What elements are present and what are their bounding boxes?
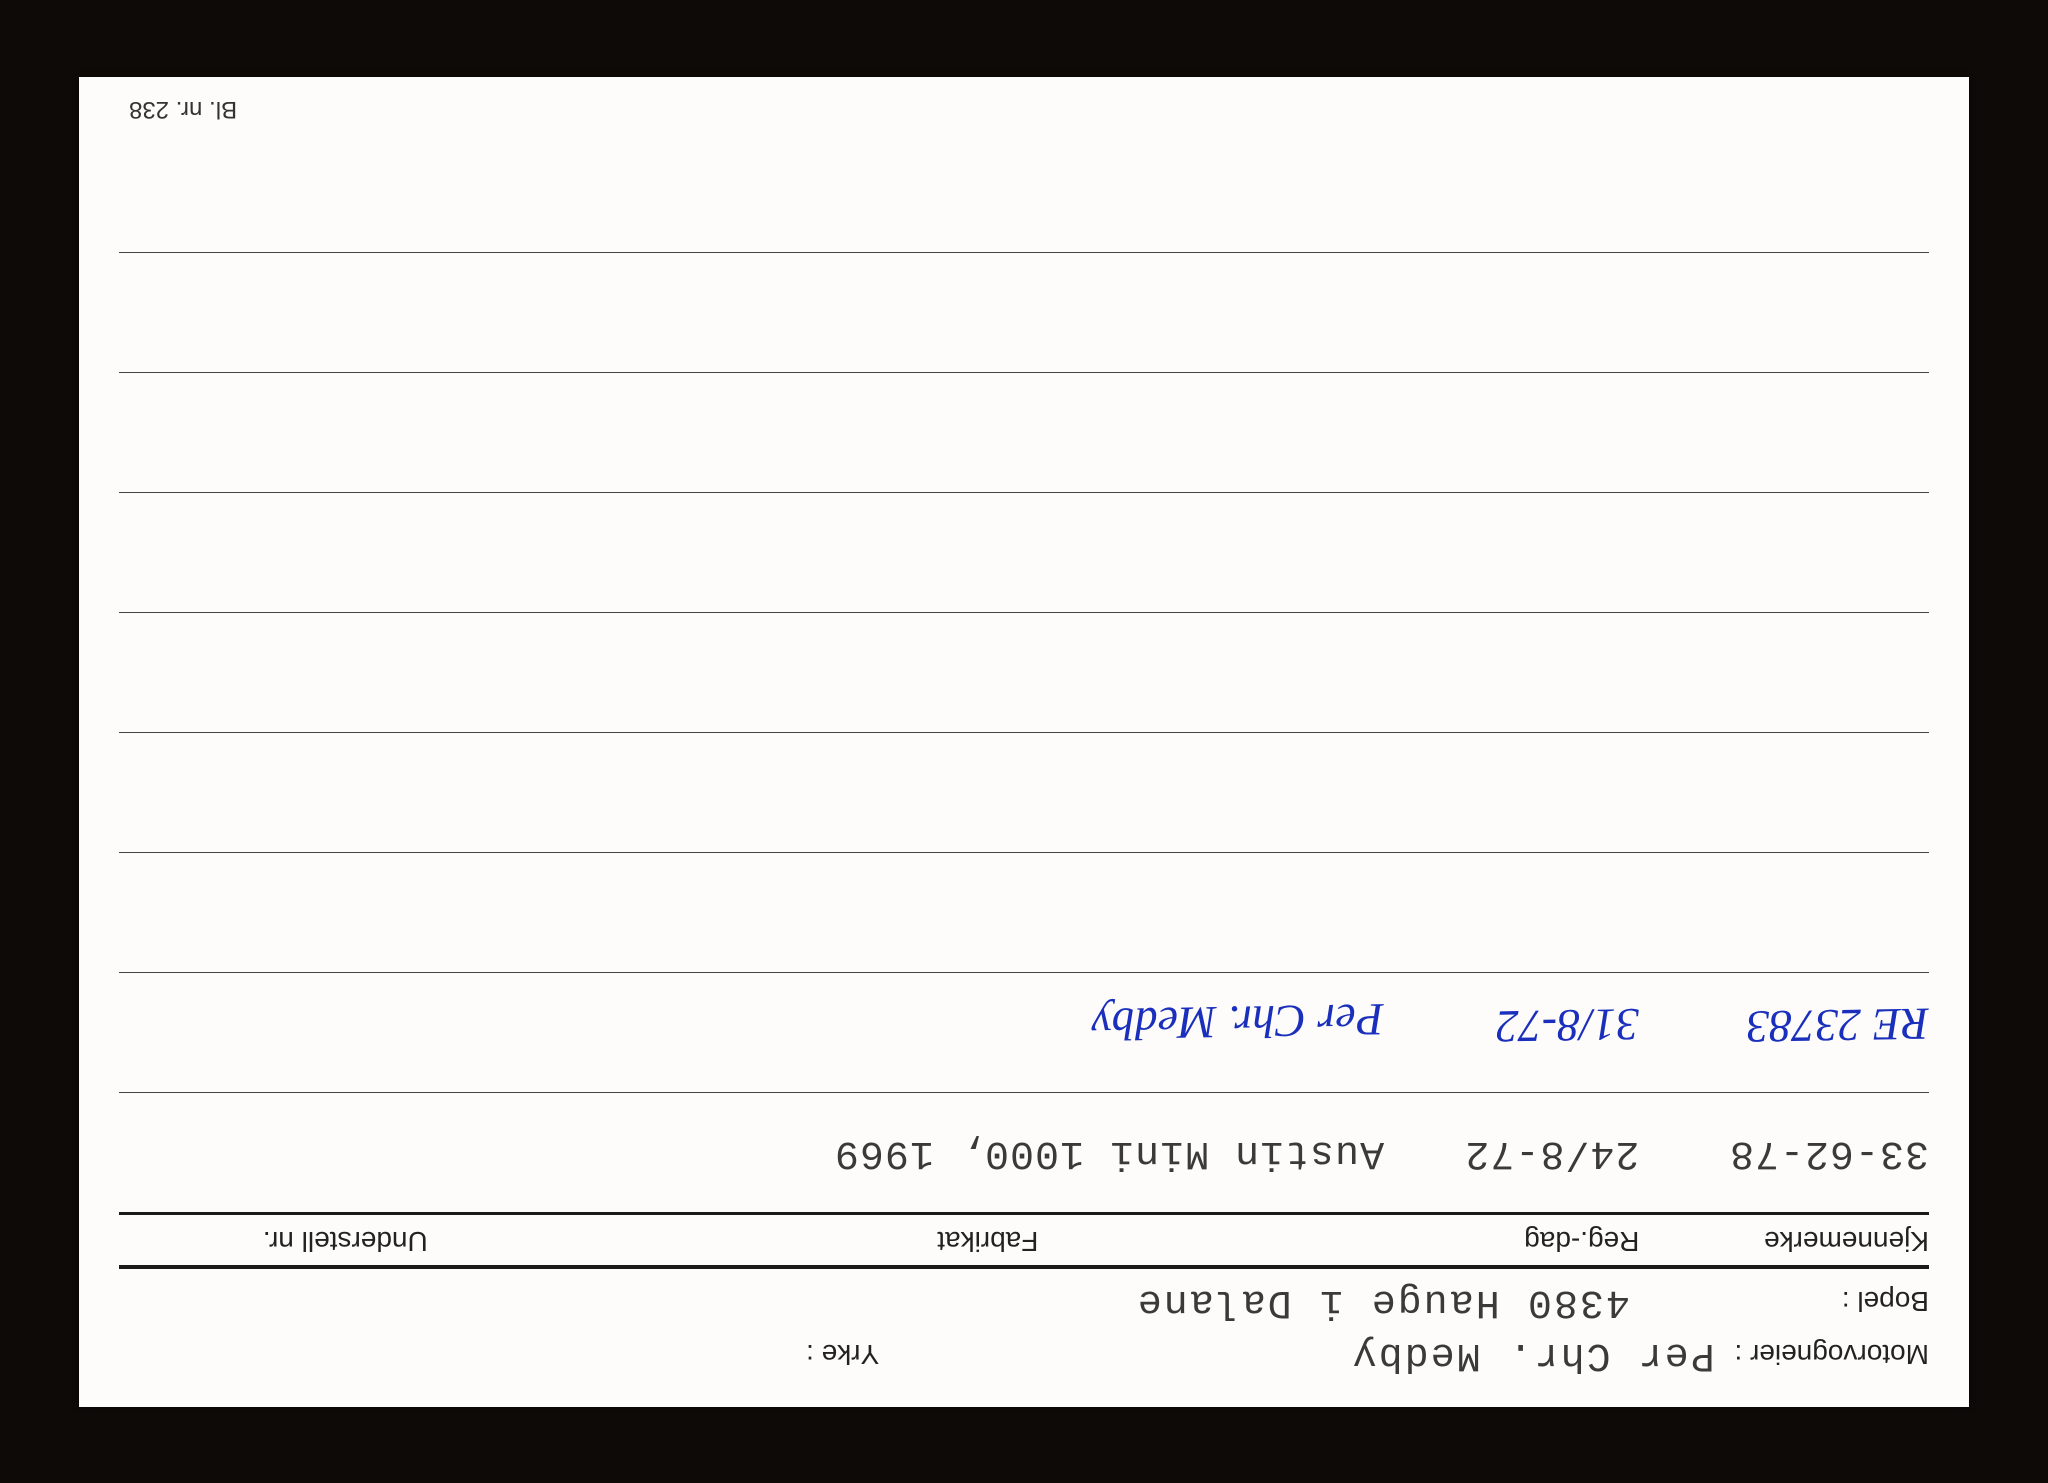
cell-kjennemerke: RE 23783 [1639,997,1929,1055]
table-row: 33-62-7824/8-72Austin Mini 1000, 1969 [119,1092,1929,1212]
table-row [119,612,1929,732]
col-regdag: Reg.-dag [1404,1225,1639,1257]
table-row [119,372,1929,492]
cell-fabrikat: Per Chr. Medby [571,992,1404,1060]
vehicle-table: Kjennemerke Reg.-dag Fabrikat Understell… [119,252,1929,1265]
cell-regdag: 31/8-72 [1404,997,1640,1054]
table-header: Kjennemerke Reg.-dag Fabrikat Understell… [119,1212,1929,1265]
divider-top [119,1265,1929,1269]
table-row [119,732,1929,852]
cell-understell [119,1022,571,1030]
yrke-label: Yrke : [806,1339,879,1370]
header-fields: Motorvogneier : Per Chr. Medby Yrke : Bo… [119,1279,1929,1377]
table-row [119,492,1929,612]
form-number: Bl. nr. 238 [129,95,237,123]
bopel-label: Bopel : [1842,1285,1929,1317]
table-row [119,852,1929,972]
motorvogneier-label: Motorvogneier : [1734,1339,1929,1370]
col-kjennemerke: Kjennemerke [1639,1225,1929,1257]
registration-card: Motorvogneier : Per Chr. Medby Yrke : Bo… [79,77,1969,1407]
bopel-value: 4380 Hauge i Dalane [1136,1279,1630,1324]
cell-kjennemerke: 33-62-78 [1639,1130,1929,1175]
table-row [119,252,1929,372]
owner-row: Motorvogneier : Per Chr. Medby Yrke : [119,1332,1929,1377]
cell-fabrikat: Austin Mini 1000, 1969 [572,1130,1405,1175]
bopel-row: Bopel : 4380 Hauge i Dalane [119,1279,1929,1324]
table-body: 33-62-7824/8-72Austin Mini 1000, 1969RE … [119,252,1929,1212]
col-understell: Understell nr. [119,1225,572,1257]
cell-regdag: 24/8-72 [1404,1130,1639,1175]
table-row: RE 2378331/8-72Per Chr. Medby [119,972,1929,1092]
owner-name: Per Chr. Medby [1351,1332,1715,1377]
col-fabrikat: Fabrikat [572,1225,1405,1257]
